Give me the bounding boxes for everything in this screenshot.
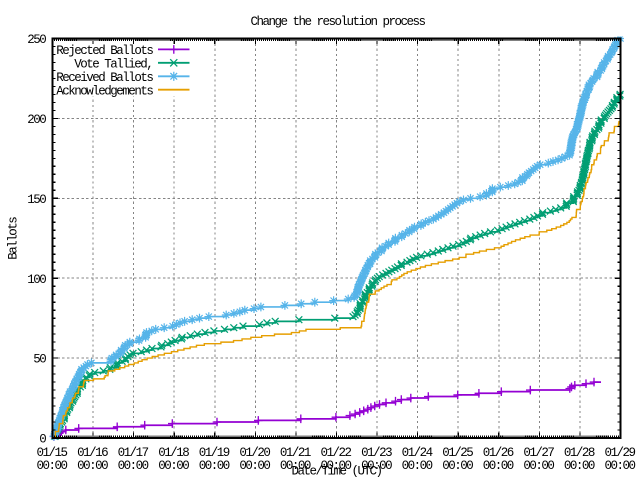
svg-text:01/26: 01/26: [483, 446, 514, 460]
svg-text:00:00: 00:00: [605, 459, 636, 473]
svg-text:Vote Tallied,: Vote Tallied,: [74, 58, 152, 72]
svg-text:01/20: 01/20: [239, 446, 270, 460]
svg-text:01/15: 01/15: [37, 446, 68, 460]
svg-text:01/16: 01/16: [77, 446, 108, 460]
svg-text:Ballots: Ballots: [7, 217, 21, 260]
svg-text:01/28: 01/28: [564, 446, 595, 460]
svg-text:Change the resolution process: Change the resolution process: [251, 15, 426, 29]
svg-text:00:00: 00:00: [523, 459, 554, 473]
svg-text:Acknowledgements: Acknowledgements: [56, 84, 153, 98]
svg-text:01/21: 01/21: [280, 446, 311, 460]
svg-text:200: 200: [27, 113, 46, 127]
svg-text:00:00: 00:00: [239, 459, 270, 473]
svg-text:00:00: 00:00: [77, 459, 108, 473]
svg-text:Rejected Ballots: Rejected Ballots: [56, 44, 153, 58]
svg-text:00:00: 00:00: [37, 459, 68, 473]
svg-text:Date/Time (UTC): Date/Time (UTC): [292, 465, 382, 479]
svg-text:01/27: 01/27: [523, 446, 554, 460]
svg-text:01/29: 01/29: [605, 446, 636, 460]
svg-text:100: 100: [27, 273, 46, 287]
svg-text:01/17: 01/17: [118, 446, 149, 460]
svg-text:Received Ballots: Received Ballots: [56, 71, 153, 85]
svg-text:00:00: 00:00: [402, 459, 433, 473]
svg-text:00:00: 00:00: [280, 459, 311, 473]
svg-text:01/19: 01/19: [199, 446, 230, 460]
svg-text:01/22: 01/22: [321, 446, 352, 460]
svg-text:01/25: 01/25: [442, 446, 473, 460]
svg-text:0: 0: [39, 433, 46, 447]
svg-text:00:00: 00:00: [442, 459, 473, 473]
svg-text:00:00: 00:00: [199, 459, 230, 473]
svg-text:50: 50: [33, 353, 46, 367]
svg-text:00:00: 00:00: [118, 459, 149, 473]
svg-text:250: 250: [27, 33, 46, 47]
svg-text:01/18: 01/18: [158, 446, 189, 460]
svg-text:00:00: 00:00: [564, 459, 595, 473]
svg-text:00:00: 00:00: [158, 459, 189, 473]
svg-text:01/24: 01/24: [402, 446, 433, 460]
svg-text:01/23: 01/23: [361, 446, 392, 460]
svg-text:00:00: 00:00: [361, 459, 392, 473]
svg-text:150: 150: [27, 193, 46, 207]
svg-text:00:00: 00:00: [483, 459, 514, 473]
svg-text:00:00: 00:00: [321, 459, 352, 473]
